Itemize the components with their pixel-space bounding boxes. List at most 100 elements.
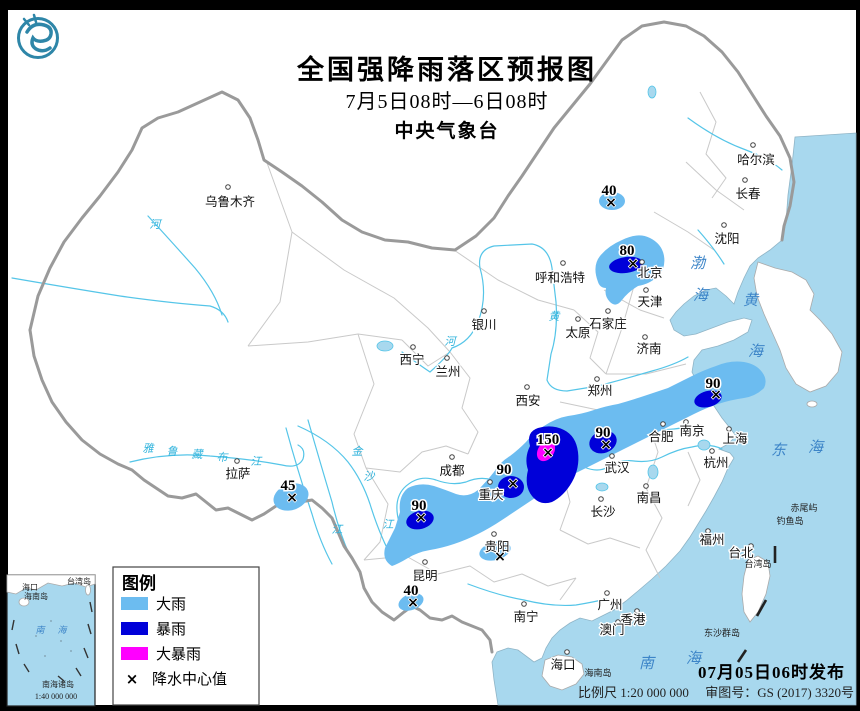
- legend: 图例 大雨 暴雨 大暴雨 × 降水中心值: [112, 566, 260, 706]
- map-approval-no: 审图号：GS (2017) 3320号: [705, 685, 854, 700]
- precip-value: 45: [281, 478, 296, 494]
- city-label: 银川: [471, 318, 496, 332]
- city-dot: [615, 619, 621, 625]
- city-label: 西宁: [399, 352, 424, 367]
- city-label: 天津: [637, 295, 662, 309]
- city-dot: [449, 454, 455, 460]
- city-label: 昆明: [412, 569, 437, 583]
- city-dot: [609, 453, 615, 459]
- legend-swatch-heavy-rain: [121, 597, 148, 610]
- city-dot: [575, 316, 581, 322]
- city-dot: [491, 531, 497, 537]
- city-dot: [721, 222, 727, 228]
- river-label: 雅: [143, 442, 156, 455]
- legend-label-heavy-rain: 大雨: [156, 596, 186, 613]
- city-label: 广州: [597, 598, 622, 612]
- inset-islets: [35, 620, 72, 657]
- legend-label-rainstorm: 暴雨: [156, 621, 186, 638]
- rain-area-guiyang: [479, 541, 511, 561]
- precip-value: 150: [537, 432, 560, 448]
- city-label: 贵阳: [484, 540, 509, 554]
- city-dot: [660, 421, 666, 427]
- island-label: 钓鱼岛: [776, 515, 803, 526]
- inset-label: 南海诸岛: [42, 679, 74, 689]
- inset-coast: [6, 574, 96, 595]
- precip-value: 80: [620, 243, 635, 259]
- city-dot: [564, 649, 570, 655]
- city-label: 上海: [722, 431, 748, 446]
- precip-center-markers: 40×80×45× 90×90×150×90×90×40××: [279, 182, 723, 612]
- city-dot: [422, 559, 428, 565]
- sea-boundary-dashes: [736, 546, 777, 663]
- river-label: 黄: [549, 310, 562, 323]
- city-dot: [521, 601, 527, 607]
- city-dot: [643, 483, 649, 489]
- legend-label-heavy-rainstorm: 大暴雨: [156, 646, 201, 663]
- precip-x-mark: ×: [407, 595, 419, 611]
- river-label: 布: [217, 451, 230, 464]
- city-dot: [234, 458, 240, 464]
- sea-label: 黄: [743, 292, 760, 309]
- sea-label: 海: [693, 287, 710, 304]
- precip-value: 40: [404, 583, 419, 599]
- city-label: 成都: [439, 464, 465, 478]
- footer: 07月05日06时发布 比例尺 1:20 000 000 审图号：GS (201…: [578, 662, 854, 700]
- precip-x-mark: ×: [542, 445, 554, 461]
- inset-label: 1:40 000 000: [35, 692, 77, 701]
- city-label: 西安: [515, 393, 540, 408]
- city-dot: [750, 142, 756, 148]
- city-dot: [742, 177, 748, 183]
- rain-area-neimeng: [599, 192, 625, 210]
- precip-value: 90: [596, 425, 611, 441]
- city-label: 澳门: [599, 622, 624, 637]
- inset-hainan: [18, 597, 30, 607]
- agency-name: 中央气象台: [394, 119, 499, 142]
- city-dot: [560, 260, 566, 266]
- river-label: 金: [352, 445, 365, 458]
- island-label: 海南岛: [584, 667, 611, 678]
- river-label: 藏: [192, 448, 205, 461]
- sea-label: 海: [748, 343, 765, 360]
- city-label: 太原: [565, 325, 590, 340]
- city-label: 郑州: [587, 383, 612, 398]
- city-label: 南京: [679, 423, 704, 438]
- sea-labels: 渤海 黄海东 海南海: [639, 255, 825, 672]
- city-dot: [639, 259, 645, 265]
- legend-x-symbol: ×: [126, 670, 139, 688]
- city-label: 武汉: [604, 461, 630, 475]
- river-label: 沙: [364, 470, 376, 483]
- city-label: 石家庄: [589, 316, 627, 331]
- city-dot: [604, 590, 610, 596]
- rain-areas-heavy-rainstorm: [536, 440, 556, 462]
- city-label: 长沙: [590, 505, 616, 519]
- river-label: 江: [251, 455, 263, 468]
- precip-x-mark: ×: [415, 510, 427, 526]
- city-dot: [748, 543, 754, 549]
- city-dot: [683, 419, 689, 425]
- precip-x-mark: ×: [600, 437, 612, 453]
- sea-label: 南: [639, 655, 656, 672]
- hainan-island: [541, 654, 585, 691]
- city-dot: [410, 344, 416, 350]
- city-dot: [705, 528, 711, 534]
- river-label: 江: [332, 523, 344, 536]
- city-dot: [594, 376, 600, 382]
- city-dot: [481, 308, 487, 314]
- page-title: 全国强降雨落区预报图: [296, 54, 597, 85]
- city-label: 兰州: [435, 365, 460, 379]
- precip-value: 90: [706, 376, 721, 392]
- city-label: 南宁: [513, 609, 538, 624]
- precip-value: 90: [497, 462, 512, 478]
- city-dot: [726, 426, 732, 432]
- city-label: 拉萨: [225, 466, 250, 481]
- river-label: 河: [445, 335, 458, 348]
- inset-label: 海口: [22, 582, 38, 592]
- sea-label: 海: [808, 439, 825, 456]
- city-dot: [605, 308, 611, 314]
- map-scale: 比例尺 1:20 000 000: [578, 685, 689, 700]
- city-label: 台北: [728, 545, 754, 560]
